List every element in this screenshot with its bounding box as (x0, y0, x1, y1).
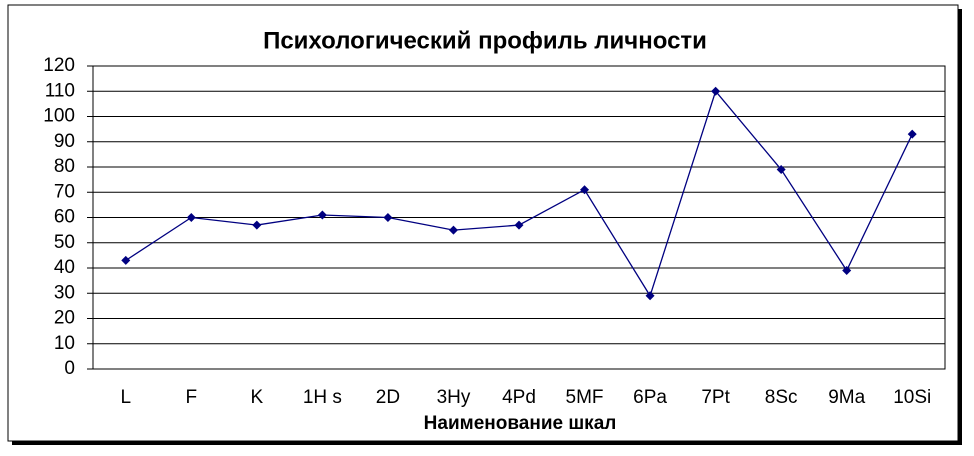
x-tick-label: 9Ma (828, 387, 865, 408)
x-axis-label: Наименование шкал (424, 413, 617, 434)
data-point (252, 220, 262, 230)
x-tick-label: 6Pa (633, 387, 667, 408)
y-tick-label: 100 (43, 106, 75, 127)
x-tick-label: K (251, 387, 264, 408)
data-point (186, 213, 196, 222)
x-tick-label: L (120, 387, 131, 408)
x-tick-label: 10Si (893, 387, 931, 408)
y-tick-label: 60 (54, 207, 75, 228)
data-point (383, 213, 393, 222)
x-tick-label: 3Hy (437, 387, 471, 408)
y-tick-label: 90 (54, 131, 75, 152)
chart-title: Психологический профиль личности (263, 27, 707, 54)
y-tick-label: 10 (54, 333, 75, 354)
y-tick-label: 80 (54, 156, 75, 177)
x-tick-label: 1H s (303, 387, 342, 408)
x-tick-label: 7Pt (701, 387, 730, 408)
plot-border (92, 65, 946, 370)
y-tick-label: 40 (54, 257, 75, 278)
x-tick-label: 5MF (566, 387, 604, 408)
data-point (514, 220, 524, 230)
data-point (842, 266, 852, 276)
data-point (711, 86, 721, 96)
y-tick-label: 20 (54, 308, 75, 329)
y-tick-label: 110 (45, 80, 75, 101)
data-point (907, 129, 917, 139)
x-tick-label: 8Sc (765, 387, 798, 408)
data-point (448, 225, 458, 235)
x-tick-label: F (186, 387, 198, 408)
data-point (317, 210, 327, 220)
y-tick-label: 30 (54, 282, 75, 303)
frame (7, 4, 959, 442)
y-tick-label: 70 (54, 181, 75, 202)
x-tick-label: 4Pd (502, 387, 536, 408)
data-point (776, 165, 786, 175)
y-tick-label: 120 (43, 55, 75, 76)
y-tick-label: 50 (54, 232, 75, 253)
data-point (580, 185, 590, 195)
x-tick-label: 2D (376, 387, 400, 408)
y-tick-label: 0 (64, 358, 75, 379)
data-point (645, 291, 655, 301)
data-point (121, 255, 131, 265)
